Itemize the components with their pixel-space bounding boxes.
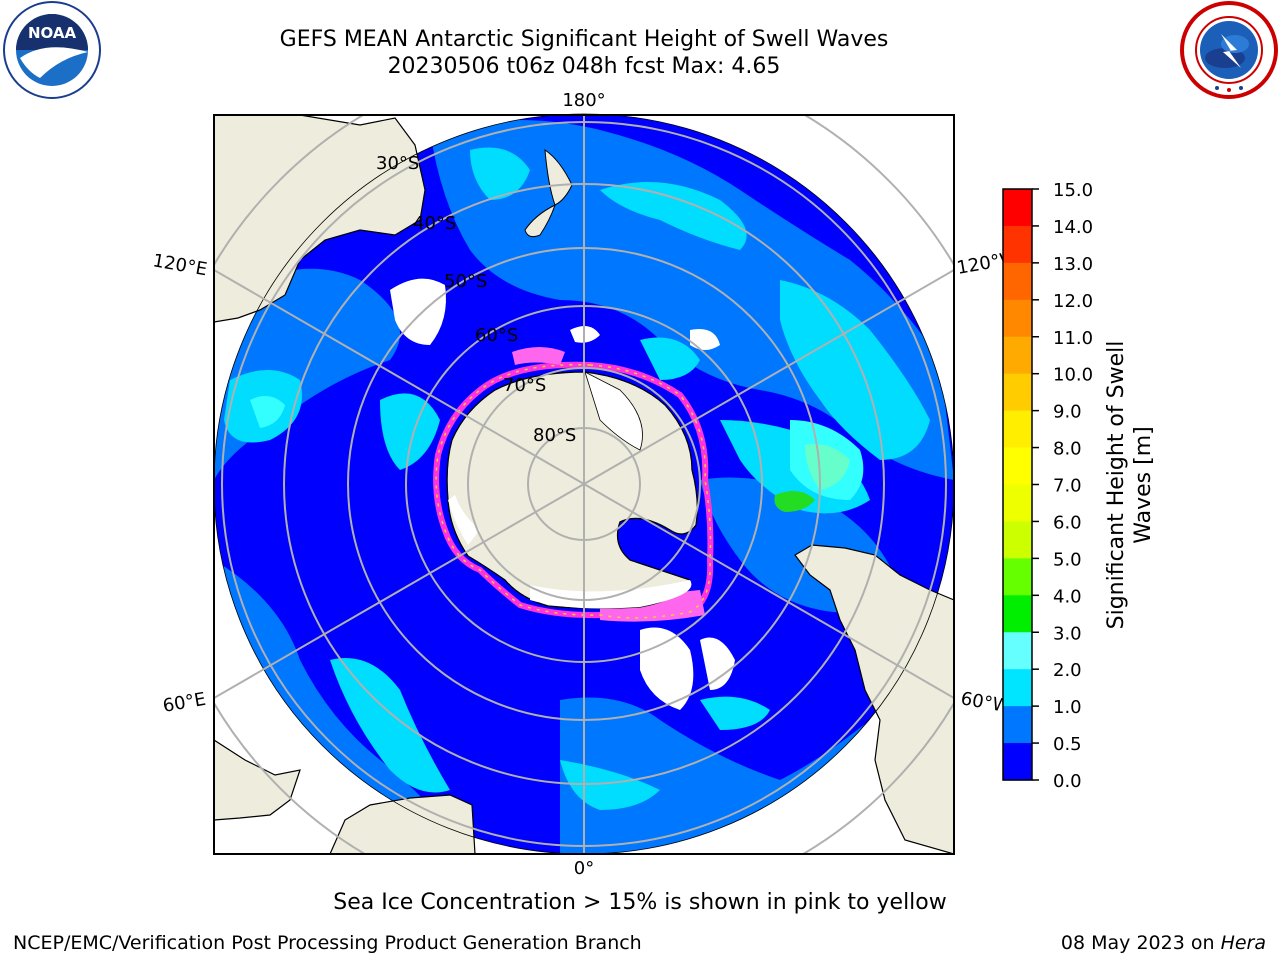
colorbar-tick-label: 0.5 (1053, 734, 1082, 755)
map-frame (213, 114, 955, 855)
lat-label-60s: 60°S (475, 325, 518, 346)
colorbar-tick-label: 3.0 (1053, 623, 1082, 644)
colorbar-tick-label: 4.0 (1053, 586, 1082, 607)
colorbar-segment (1003, 743, 1032, 781)
colorbar-segment (1003, 558, 1032, 596)
lon-label-0: 0° (574, 858, 594, 879)
colorbar-tick-label: 15.0 (1053, 180, 1093, 201)
map-subtitle: 20230506 t06z 048h fcst Max: 4.65 (387, 54, 781, 79)
noaa-logo: NOAA (3, 1, 101, 99)
colorbar-segment (1003, 189, 1032, 227)
credit-text: NCEP/EMC/Verification Post Processing Pr… (13, 932, 642, 954)
colorbar-segment (1003, 669, 1032, 707)
colorbar-tick-label: 11.0 (1053, 328, 1093, 349)
map-title: GEFS MEAN Antarctic Significant Height o… (279, 27, 889, 52)
colorbar-tick-label: 7.0 (1053, 476, 1082, 497)
colorbar-tick-label: 14.0 (1053, 217, 1093, 238)
colorbar-segment (1003, 336, 1032, 375)
colorbar-tick-label: 9.0 (1053, 402, 1082, 423)
colorbar-segment (1003, 632, 1032, 670)
sea-ice-footnote: Sea Ice Concentration > 15% is shown in … (333, 890, 947, 915)
lat-label-30s: 30°S (376, 153, 419, 174)
colorbar-label-line1: Significant Height of Swell (1104, 341, 1129, 630)
colorbar-tick-label: 0.0 (1053, 771, 1082, 792)
colorbar-segment (1003, 595, 1032, 633)
colorbar-ticks: 15.0 14.0 13.0 12.0 11.0 10.0 9.0 8.0 7.0 6.0 5.0 4… (1032, 180, 1093, 792)
colorbar (1003, 189, 1032, 781)
colorbar-tick-label: 10.0 (1053, 365, 1093, 386)
colorbar-segment (1003, 447, 1032, 486)
colorbar-segment (1003, 706, 1032, 744)
machine-name: Hera (1220, 932, 1266, 954)
lon-label-120e: 120°E (151, 250, 209, 280)
colorbar-segment (1003, 299, 1032, 338)
colorbar-segment (1003, 225, 1032, 264)
colorbar-tick-label: 8.0 (1053, 439, 1082, 460)
nws-logo (1180, 1, 1278, 99)
lat-label-40s: 40°S (413, 213, 456, 234)
lat-label-70s: 70°S (503, 375, 546, 396)
colorbar-tick-label: 2.0 (1053, 660, 1082, 681)
colorbar-segment (1003, 262, 1032, 301)
colorbar-label-line2: Waves [m] (1131, 426, 1156, 543)
colorbar-segment (1003, 373, 1032, 412)
svg-text:NOAA: NOAA (28, 24, 77, 42)
colorbar-tick-label: 6.0 (1053, 512, 1082, 533)
date-text: 08 May 2023 on Hera (1061, 932, 1266, 954)
colorbar-segment (1003, 521, 1032, 559)
colorbar-segment (1003, 410, 1032, 449)
colorbar-segment (1003, 484, 1032, 523)
lat-label-80s: 80°S (533, 425, 576, 446)
colorbar-tick-label: 1.0 (1053, 697, 1082, 718)
graticule (214, 115, 954, 854)
lat-label-50s: 50°S (444, 271, 487, 292)
colorbar-tick-label: 13.0 (1053, 254, 1093, 275)
lon-label-60e: 60°E (161, 689, 207, 717)
date-label: 08 May 2023 on (1060, 932, 1221, 954)
lon-label-180: 180° (562, 90, 605, 111)
colorbar-tick-label: 5.0 (1053, 549, 1082, 570)
colorbar-tick-label: 12.0 (1053, 291, 1093, 312)
